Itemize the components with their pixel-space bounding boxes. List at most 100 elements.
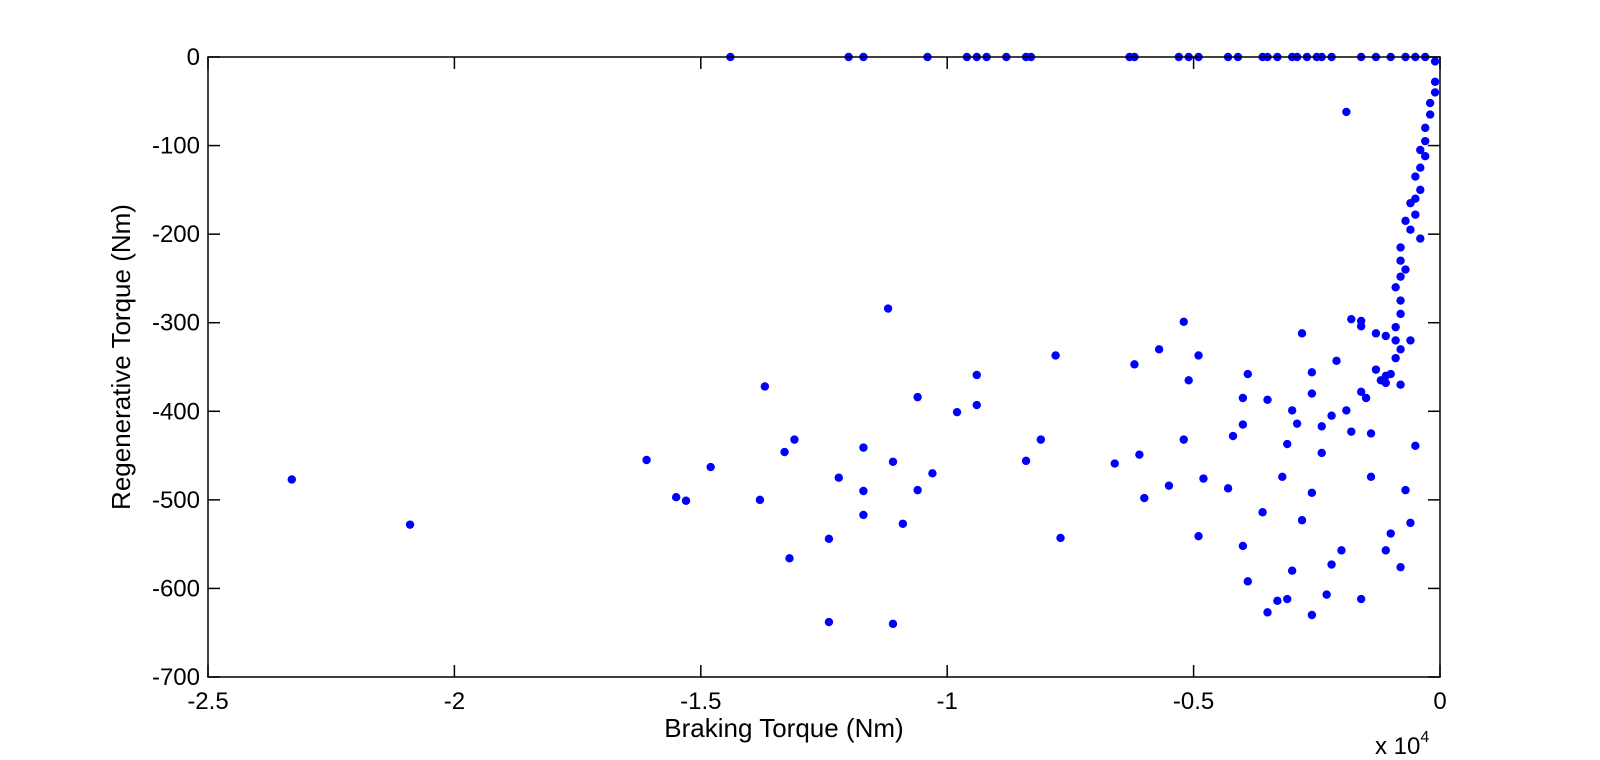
data-point: [1347, 427, 1356, 436]
data-point: [824, 534, 834, 544]
y-tick-label: -600: [152, 575, 200, 602]
y-axis-label: Regenerative Torque (Nm): [106, 204, 136, 510]
data-point: [913, 392, 922, 402]
x-axis-multiplier: x 104: [1375, 729, 1429, 760]
data-point: [1110, 459, 1119, 468]
data-point: [1342, 107, 1351, 117]
data-point: [1238, 541, 1248, 551]
data-point: [1292, 419, 1302, 428]
data-point: [1356, 387, 1366, 396]
data-point: [1184, 376, 1193, 385]
x-tick-label: 0: [1433, 688, 1446, 715]
data-point: [1258, 508, 1267, 517]
x-axis-multiplier-base: x 10: [1375, 733, 1420, 760]
data-point: [1263, 608, 1272, 617]
data-point: [1130, 360, 1139, 369]
x-tick-label: -1: [937, 688, 958, 715]
x-axis-multiplier-exponent: 4: [1420, 729, 1429, 746]
data-point: [1021, 456, 1031, 466]
data-point: [1386, 529, 1395, 538]
data-point: [898, 519, 908, 528]
data-point: [1356, 594, 1366, 604]
data-point: [671, 493, 681, 502]
data-point: [1381, 371, 1390, 381]
data-point: [1401, 265, 1410, 274]
data-point: [785, 554, 794, 563]
x-tick-label: -2: [444, 688, 465, 715]
data-point: [1381, 378, 1390, 388]
data-point: [1307, 368, 1317, 377]
y-axis-ticks: 0 -100 -200 -300 -400 -500 -600 -700: [152, 44, 1440, 691]
data-point: [1278, 472, 1287, 482]
data-point: [1425, 110, 1435, 119]
data-point: [1361, 393, 1371, 403]
data-point: [780, 447, 789, 457]
data-point: [1356, 322, 1366, 331]
plot-area-frame: [207, 56, 1441, 678]
data-point: [1327, 560, 1336, 569]
data-point: [1416, 234, 1425, 243]
data-point: [1273, 596, 1282, 606]
data-point: [1263, 395, 1272, 404]
data-point: [859, 510, 868, 520]
data-point: [1381, 546, 1390, 555]
data-point: [1396, 256, 1405, 265]
data-point: [972, 370, 981, 380]
data-point: [1391, 336, 1400, 345]
data-point: [1179, 435, 1188, 444]
data-point: [1337, 546, 1346, 555]
data-point: [1347, 314, 1356, 324]
data-point: [1307, 610, 1317, 620]
data-point: [1391, 353, 1400, 363]
data-point: [834, 473, 843, 482]
data-point: [1425, 98, 1435, 108]
y-tick-label: 0: [187, 44, 200, 71]
data-point: [1371, 329, 1381, 338]
data-point: [1396, 345, 1405, 354]
data-point: [1317, 422, 1326, 431]
data-point: [1371, 365, 1381, 374]
y-tick-label: -400: [152, 398, 200, 425]
data-point: [760, 382, 770, 391]
data-point: [642, 455, 651, 465]
data-point: [1287, 566, 1297, 575]
data-point: [888, 619, 898, 629]
data-point: [952, 407, 962, 417]
data-point: [1430, 57, 1440, 66]
data-point: [1307, 488, 1317, 497]
data-point: [1396, 309, 1405, 319]
data-point: [1199, 474, 1208, 483]
data-point: [405, 520, 415, 529]
data-point: [1406, 336, 1415, 345]
data-point: [1322, 590, 1331, 599]
data-point: [1406, 198, 1415, 208]
y-tick-label: -200: [152, 221, 200, 248]
data-point: [1164, 481, 1174, 490]
data-point: [1283, 439, 1292, 449]
x-axis-label: Braking Torque (Nm): [664, 713, 903, 743]
data-points: [287, 52, 1440, 629]
data-point: [1391, 283, 1400, 292]
x-axis-ticks: -2.5 -2 -1.5 -1 -0.5 0: [187, 57, 1447, 715]
x-tick-label: -2.5: [187, 688, 228, 715]
data-point: [1366, 472, 1376, 482]
data-point: [1396, 562, 1405, 572]
data-point: [1154, 345, 1164, 354]
y-tick-label: -700: [152, 664, 200, 691]
y-tick-label: -300: [152, 310, 200, 337]
data-point: [1140, 493, 1149, 503]
data-point: [1396, 272, 1405, 281]
data-point: [1342, 406, 1351, 415]
data-point: [913, 485, 922, 495]
data-point: [1036, 435, 1046, 444]
data-point: [1307, 389, 1317, 398]
data-point: [681, 496, 691, 505]
data-point: [1416, 185, 1425, 195]
data-point: [1406, 225, 1415, 234]
data-point: [1396, 296, 1405, 305]
data-point: [1056, 533, 1065, 543]
data-point: [1194, 351, 1203, 360]
data-point: [1401, 485, 1410, 495]
data-point: [1238, 420, 1248, 429]
data-point: [928, 469, 937, 478]
